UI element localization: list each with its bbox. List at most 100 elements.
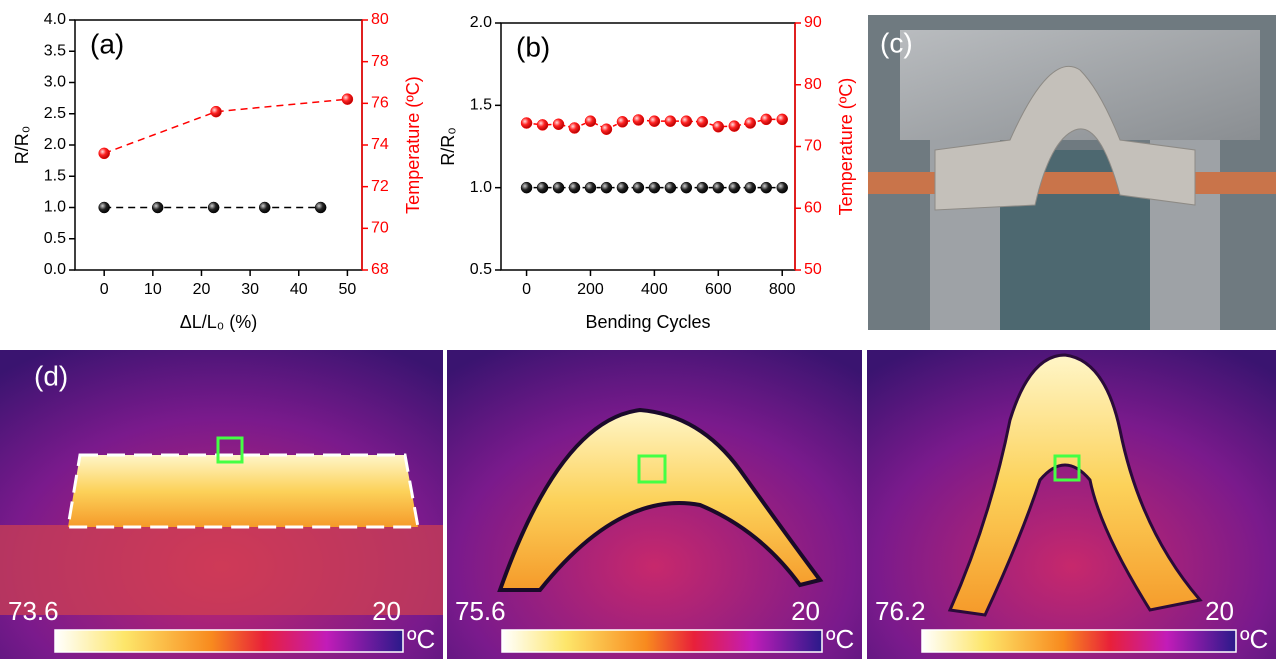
data-point <box>553 119 564 130</box>
x-tick-label: 800 <box>769 281 796 298</box>
data-point <box>521 118 532 129</box>
data-point <box>553 182 564 193</box>
y-tick-label: 1.0 <box>470 179 492 196</box>
data-point <box>633 182 644 193</box>
y2-tick-label: 76 <box>371 95 389 112</box>
y2-tick-label: 70 <box>371 220 389 237</box>
data-point <box>729 121 740 132</box>
data-point <box>649 182 660 193</box>
data-point <box>99 202 110 213</box>
y2-tick-label: 72 <box>371 178 389 195</box>
colorbar-min: 20 <box>1205 596 1234 626</box>
y2-tick-label: 60 <box>804 199 822 216</box>
y-tick-label: 2.5 <box>44 105 66 122</box>
y2-tick-label: 70 <box>804 138 822 155</box>
y2-tick-label: 68 <box>371 261 389 278</box>
data-point <box>761 182 772 193</box>
x-tick-label: 400 <box>641 281 668 298</box>
data-point <box>681 182 692 193</box>
data-point <box>729 182 740 193</box>
data-point <box>152 202 163 213</box>
y-tick-label: 2.0 <box>44 136 66 153</box>
x-tick-label: 30 <box>241 281 259 298</box>
x-tick-label: 10 <box>144 281 162 298</box>
figure: (c) (d) 0 10 20 30 40 50 0.0 0.5 1.0 1.5 2.0 2.5 3.0… <box>0 0 1276 659</box>
panel-label: (c) <box>880 27 913 58</box>
data-point <box>713 182 724 193</box>
panel-label: (a) <box>90 28 124 59</box>
colorbar-max: 76.2 <box>875 596 926 626</box>
data-point <box>211 106 222 117</box>
data-point <box>649 116 660 127</box>
x-axis-label: ΔL/L₀ (%) <box>180 312 258 332</box>
data-point <box>585 182 596 193</box>
y-tick-label: 4.0 <box>44 11 66 28</box>
y-tick-label: 1.0 <box>44 199 66 216</box>
y-axis-label: R/R₀ <box>12 126 32 164</box>
colorbar-max: 75.6 <box>455 596 506 626</box>
y-tick-label: 1.5 <box>470 97 492 114</box>
x-tick-label: 0 <box>522 281 531 298</box>
y-tick-label: 0.5 <box>44 230 66 247</box>
data-point <box>713 121 724 132</box>
x-tick-label: 600 <box>705 281 732 298</box>
data-point <box>617 182 628 193</box>
data-point <box>761 114 772 125</box>
data-point <box>745 182 756 193</box>
data-point <box>777 114 788 125</box>
y2-tick-label: 80 <box>371 11 389 28</box>
panel-label: (b) <box>516 31 550 62</box>
y2-tick-label: 90 <box>804 14 822 31</box>
colorbar <box>55 630 403 652</box>
y2-tick-label: 78 <box>371 53 389 70</box>
series-line <box>104 99 347 153</box>
x-tick-label: 40 <box>290 281 308 298</box>
data-point <box>633 114 644 125</box>
x-tick-label: 50 <box>339 281 357 298</box>
panel-label: (d) <box>34 360 68 391</box>
data-point <box>617 116 628 127</box>
data-point <box>665 116 676 127</box>
data-point <box>208 202 219 213</box>
colorbar-min: 20 <box>372 596 401 626</box>
data-point <box>601 182 612 193</box>
y-tick-label: 0.0 <box>44 261 66 278</box>
y-tick-label: 2.0 <box>470 14 492 31</box>
data-point <box>315 202 326 213</box>
y-tick-label: 1.5 <box>44 167 66 184</box>
colorbar-max: 73.6 <box>8 596 59 626</box>
colorbar <box>502 630 822 652</box>
data-point <box>697 116 708 127</box>
x-axis-label: Bending Cycles <box>585 312 710 332</box>
colorbar-min: 20 <box>791 596 820 626</box>
x-tick-label: 0 <box>100 281 109 298</box>
y-tick-label: 3.5 <box>44 42 66 59</box>
y-axis-label: R/R₀ <box>438 127 458 165</box>
colorbar-unit: ºC <box>407 624 435 654</box>
data-point <box>777 182 788 193</box>
y2-tick-label: 50 <box>804 261 822 278</box>
data-point <box>342 94 353 105</box>
data-point <box>99 148 110 159</box>
data-point <box>521 182 532 193</box>
data-point <box>537 119 548 130</box>
data-point <box>697 182 708 193</box>
data-point <box>585 116 596 127</box>
colorbar-unit: ºC <box>1240 624 1268 654</box>
x-tick-label: 200 <box>577 281 604 298</box>
y2-tick-label: 74 <box>371 136 389 153</box>
y-tick-label: 3.0 <box>44 74 66 91</box>
data-point <box>259 202 270 213</box>
data-point <box>569 122 580 133</box>
data-point <box>569 182 580 193</box>
data-point <box>745 118 756 129</box>
y-tick-label: 0.5 <box>470 261 492 278</box>
y2-axis-label: Temperature (ºC) <box>403 76 423 214</box>
y2-tick-label: 80 <box>804 76 822 93</box>
y2-axis-label: Temperature (ºC) <box>836 78 856 216</box>
data-point <box>665 182 676 193</box>
x-tick-label: 20 <box>193 281 211 298</box>
data-point <box>601 124 612 135</box>
colorbar <box>922 630 1236 652</box>
colorbar-unit: ºC <box>826 624 854 654</box>
